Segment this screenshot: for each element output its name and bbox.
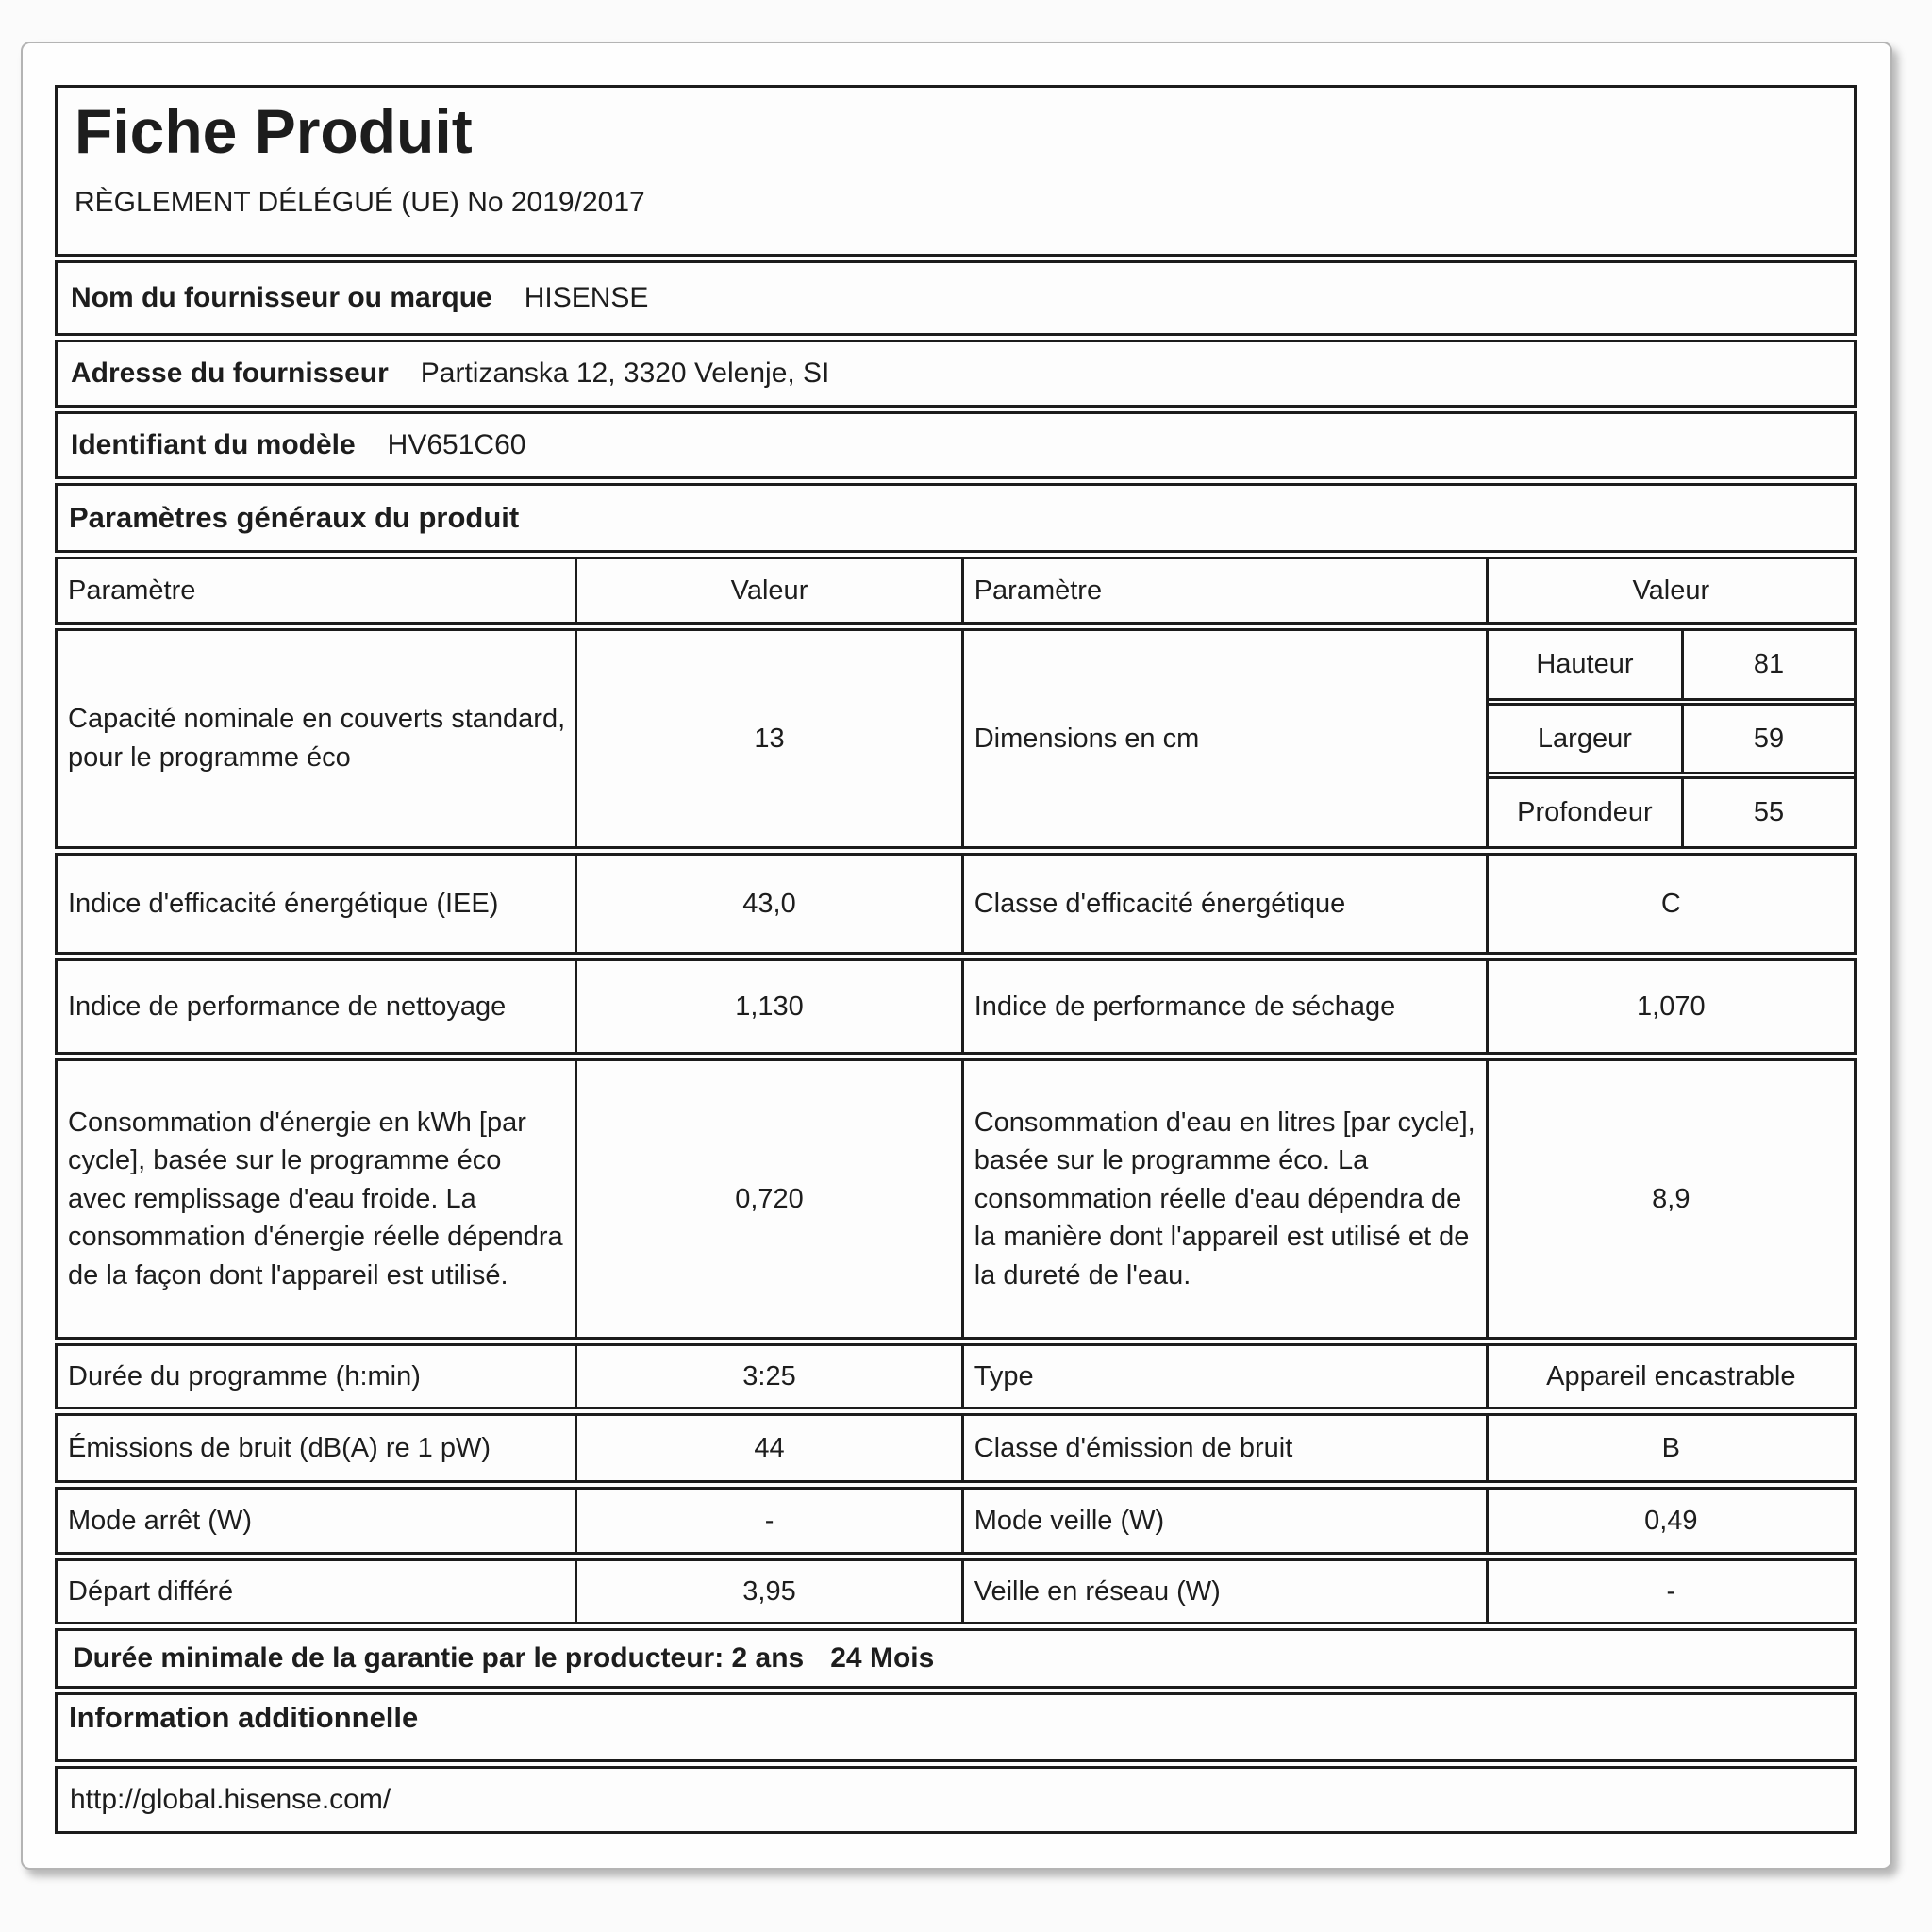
additional-info-row: Information additionnelle	[55, 1692, 1857, 1762]
regulation-subtitle: RÈGLEMENT DÉLÉGUÉ (UE) No 2019/2017	[75, 186, 645, 218]
dimension-row-hauteur: Hauteur 81	[1489, 631, 1854, 698]
table-row-consumption: Consommation d'énergie en kWh [par cycle…	[55, 1058, 1857, 1340]
networked-standby-value: -	[1485, 1561, 1854, 1622]
profondeur-value: 55	[1681, 779, 1854, 847]
supplier-brand-row: Nom du fournisseur ou marque HISENSE	[55, 260, 1857, 336]
table-row-delay-network: Départ différé 3,95 Veille en réseau (W)…	[55, 1558, 1857, 1624]
table-row-duration-type: Durée du programme (h:min) 3:25 Type App…	[55, 1343, 1857, 1409]
networked-standby-label: Veille en réseau (W)	[960, 1561, 1486, 1622]
noise-value: 44	[575, 1416, 960, 1480]
address-value: Partizanska 12, 3320 Velenje, SI	[420, 358, 830, 389]
iee-label: Indice d'efficacité énergétique (IEE)	[68, 888, 499, 919]
drying-index-label: Indice de performance de séchage	[960, 961, 1486, 1052]
table-row-noise: Émissions de bruit (dB(A) re 1 pW) 44 Cl…	[55, 1413, 1857, 1483]
noise-class-label: Classe d'émission de bruit	[960, 1416, 1486, 1480]
product-sheet-card: Fiche Produit RÈGLEMENT DÉLÉGUÉ (UE) No …	[21, 42, 1892, 1870]
type-label: Type	[960, 1346, 1486, 1407]
dimensions-subtable: Hauteur 81 Largeur 59 Profondeur 55	[1485, 631, 1854, 847]
hauteur-label: Hauteur	[1536, 648, 1634, 679]
model-identifier-row: Identifiant du modèle HV651C60	[55, 411, 1857, 479]
capacity-value: 13	[575, 631, 960, 846]
drying-index-value: 1,070	[1485, 961, 1854, 1052]
website-row: http://global.hisense.com/	[55, 1766, 1857, 1834]
dimensions-label: Dimensions en cm	[960, 631, 1486, 846]
brand-label: Nom du fournisseur ou marque	[71, 282, 492, 313]
dimension-row-profondeur: Profondeur 55	[1488, 772, 1854, 847]
title-block: Fiche Produit RÈGLEMENT DÉLÉGUÉ (UE) No …	[55, 85, 1857, 257]
table-header-row: Paramètre Valeur Paramètre Valeur	[55, 557, 1857, 625]
brand-value: HISENSE	[524, 282, 649, 313]
standby-value: 0,49	[1485, 1490, 1854, 1552]
largeur-value: 59	[1681, 705, 1854, 773]
duration-label: Durée du programme (h:min)	[68, 1360, 421, 1391]
standby-label: Mode veille (W)	[960, 1490, 1486, 1552]
table-row-capacity-dimensions: Capacité nominale en couverts standard, …	[55, 628, 1857, 849]
value-header-right: Valeur	[1485, 559, 1854, 622]
dimension-row-largeur: Largeur 59	[1488, 697, 1854, 773]
param-header-left: Paramètre	[68, 575, 196, 606]
website-link[interactable]: http://global.hisense.com/	[70, 1784, 391, 1815]
general-parameters-section-header: Paramètres généraux du produit	[55, 483, 1857, 553]
table-row-power-modes: Mode arrêt (W) - Mode veille (W) 0,49	[55, 1487, 1857, 1555]
iee-value: 43,0	[575, 856, 960, 952]
address-label: Adresse du fournisseur	[71, 358, 389, 389]
cleaning-index-label: Indice de performance de nettoyage	[68, 991, 507, 1022]
delayed-start-value: 3,95	[575, 1561, 960, 1622]
energy-class-value: C	[1485, 856, 1854, 952]
additional-info-label: Information additionnelle	[69, 1701, 419, 1734]
noise-label: Émissions de bruit (dB(A) re 1 pW)	[68, 1432, 491, 1463]
off-mode-value: -	[575, 1490, 960, 1552]
cleaning-index-value: 1,130	[575, 961, 960, 1052]
supplier-address-row: Adresse du fournisseur Partizanska 12, 3…	[55, 340, 1857, 408]
capacity-label: Capacité nominale en couverts standard, …	[68, 704, 566, 773]
product-sheet-content: Fiche Produit RÈGLEMENT DÉLÉGUÉ (UE) No …	[55, 85, 1857, 1834]
off-mode-label: Mode arrêt (W)	[68, 1505, 252, 1536]
duration-value: 3:25	[575, 1346, 960, 1407]
page-title: Fiche Produit	[75, 96, 473, 166]
value-header-left: Valeur	[575, 559, 960, 622]
warranty-row: Durée minimale de la garantie par le pro…	[55, 1628, 1857, 1689]
table-row-energy-efficiency: Indice d'efficacité énergétique (IEE) 43…	[55, 853, 1857, 955]
energy-consumption-label: Consommation d'énergie en kWh [par cycle…	[68, 1107, 563, 1291]
warranty-value: 24 Mois	[830, 1642, 935, 1674]
noise-class-value: B	[1485, 1416, 1854, 1480]
section-title: Paramètres généraux du produit	[69, 501, 520, 534]
table-row-performance-index: Indice de performance de nettoyage 1,130…	[55, 958, 1857, 1055]
energy-class-label: Classe d'efficacité énergétique	[960, 856, 1486, 952]
water-consumption-label: Consommation d'eau en litres [par cycle]…	[960, 1061, 1486, 1337]
profondeur-label: Profondeur	[1517, 797, 1653, 828]
delayed-start-label: Départ différé	[68, 1575, 234, 1607]
water-consumption-value: 8,9	[1485, 1061, 1854, 1337]
hauteur-value: 81	[1681, 631, 1854, 698]
largeur-label: Largeur	[1537, 723, 1632, 754]
model-value: HV651C60	[387, 429, 526, 460]
energy-consumption-value: 0,720	[575, 1061, 960, 1337]
warranty-label: Durée minimale de la garantie par le pro…	[73, 1642, 805, 1674]
param-header-right: Paramètre	[960, 559, 1486, 622]
type-value: Appareil encastrable	[1485, 1346, 1854, 1407]
model-label: Identifiant du modèle	[71, 429, 356, 460]
